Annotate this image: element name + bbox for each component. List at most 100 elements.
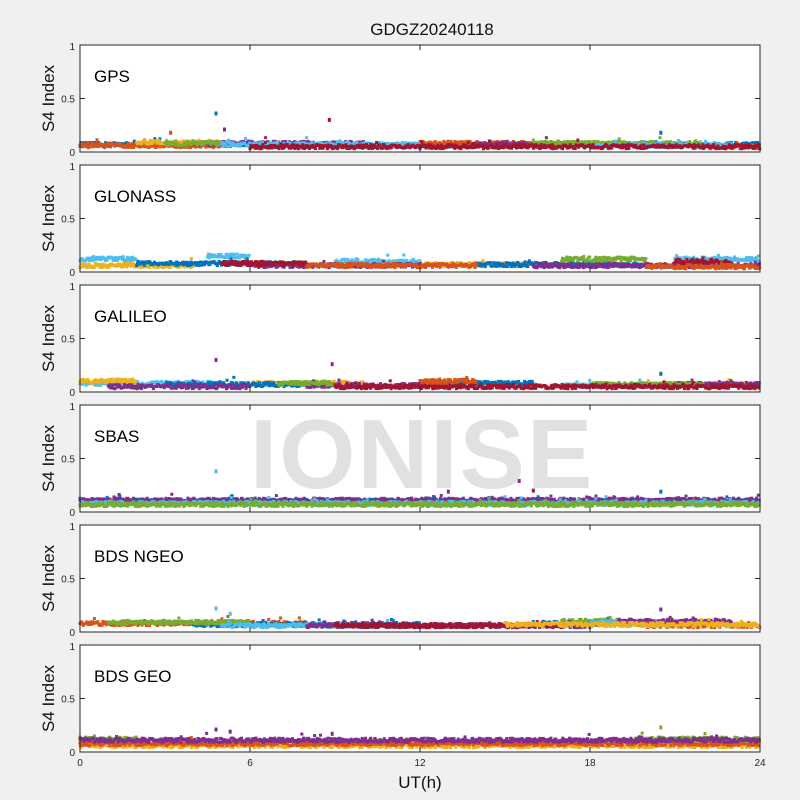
data-point [723,142,727,146]
data-point [634,143,638,147]
data-point [517,264,521,268]
data-point [107,265,111,269]
data-point [181,145,185,149]
data-point [501,143,505,147]
data-point [349,140,353,144]
data-point [701,143,705,147]
data-point [378,140,382,144]
data-point [643,140,647,144]
data-point [511,261,515,265]
data-point [326,143,330,147]
data-point [516,141,520,145]
data-point [231,255,235,259]
data-point [493,261,497,265]
data-point [266,140,270,144]
data-point [418,139,422,143]
data-point [571,141,575,145]
data-point [532,141,536,145]
y-axis-label: S4 Index [39,184,58,252]
data-point [383,259,387,263]
data-point [734,140,738,144]
data-point [279,142,283,146]
data-point [291,145,294,149]
data-point [746,257,750,261]
data-point [453,146,457,150]
data-point [441,143,445,147]
data-point [694,139,698,143]
data-point [290,143,294,147]
data-point [575,144,579,148]
data-point [533,145,537,149]
data-point [742,141,746,145]
data-point [414,262,418,266]
data-point [427,146,431,150]
data-point [90,142,94,146]
data-point [549,139,553,143]
data-point [393,259,396,263]
data-point [717,142,721,146]
data-point [531,143,535,147]
data-point [354,145,358,149]
data-point [640,146,644,150]
data-point [153,137,157,141]
data-point [547,141,551,145]
data-point [624,147,628,151]
data-point [221,144,225,148]
data-point [368,145,372,149]
data-point [206,252,210,256]
data-point [487,146,491,150]
data-point [268,143,272,147]
data-point [137,145,141,149]
data-point [225,252,229,256]
data-point [666,140,670,144]
data-point [668,140,672,144]
data-point [216,262,220,266]
data-point [189,260,193,264]
data-point [715,146,719,150]
data-point [610,146,614,150]
data-point [567,146,571,150]
data-point [490,140,494,144]
data-point [458,145,462,149]
data-point [196,263,200,267]
data-point [84,259,88,263]
data-point [755,145,759,149]
data-point [693,146,697,150]
data-point [380,261,384,265]
data-point [353,259,357,263]
data-point [304,260,308,264]
data-point [299,144,303,148]
data-point [221,141,225,145]
data-point [252,144,256,148]
data-point [388,262,392,266]
data-point [710,145,714,149]
data-point [210,253,214,257]
data-point [140,141,144,145]
data-point [494,146,498,150]
data-point [596,139,600,143]
data-point [268,260,272,264]
data-point [338,143,342,147]
data-point [333,140,337,144]
data-point [608,146,612,150]
data-point [187,145,191,149]
outlier-point [169,130,173,135]
data-point [245,257,249,261]
data-point [726,256,730,260]
data-point [132,265,136,269]
data-point [690,144,694,148]
data-point [428,140,432,144]
data-point [79,142,83,146]
y-tick-label: 0 [69,148,75,159]
data-point [658,136,662,140]
data-point [588,255,592,259]
data-point [324,141,328,145]
data-point [347,141,351,145]
data-point [143,139,147,143]
data-point [627,146,631,150]
data-point [79,266,83,270]
data-point [421,140,425,144]
